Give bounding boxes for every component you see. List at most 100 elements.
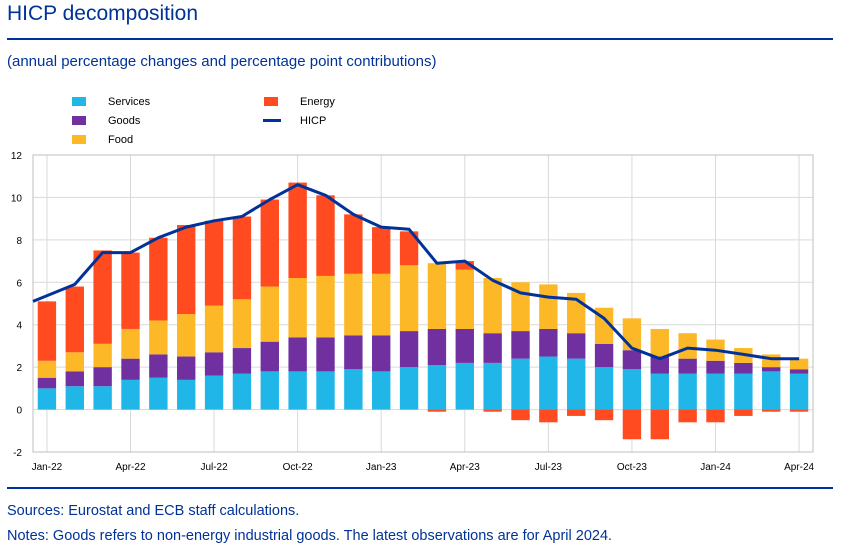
legend-label-food: Food <box>108 134 134 146</box>
bar-food-Feb-22 <box>65 352 84 372</box>
bar-food-May-22 <box>149 320 168 355</box>
bar-goods-Mar-23 <box>427 328 447 366</box>
bar-services-Sep-23 <box>594 367 614 410</box>
footer-divider <box>7 487 833 489</box>
sources-note: Sources: Eurostat and ECB staff calculat… <box>7 503 300 519</box>
x-tick-label: Apr-24 <box>784 462 814 473</box>
bar-services-Jan-23 <box>372 371 391 410</box>
bar-goods-Jun-22 <box>177 356 196 380</box>
bar-services-Jun-23 <box>511 358 530 410</box>
bar-energy-Sep-22 <box>260 199 279 287</box>
y-tick-label: 10 <box>11 193 23 204</box>
bar-food-Mar-22 <box>93 343 112 368</box>
bar-energy-Mar-22 <box>93 250 112 344</box>
chart-subtitle: (annual percentage changes and percentag… <box>7 53 437 70</box>
bar-services-Mar-22 <box>93 386 112 410</box>
y-tick-label: 12 <box>11 151 23 162</box>
bar-energy-Dec-22 <box>344 214 363 274</box>
bar-energy-Jan-23 <box>372 227 391 274</box>
bar-energy-Jun-22 <box>177 225 196 315</box>
bar-energy-Mar-23 <box>427 409 447 412</box>
bar-goods-May-23 <box>483 333 502 363</box>
bar-energy-Oct-22 <box>288 182 307 279</box>
bar-services-Feb-22 <box>65 386 84 410</box>
bar-food-Jan-22 <box>37 360 57 378</box>
bar-goods-Aug-23 <box>567 333 586 359</box>
bar-food-Jun-22 <box>177 314 196 357</box>
bar-food-Jul-22 <box>204 305 224 353</box>
bar-services-Aug-22 <box>232 373 252 410</box>
bar-services-Jan-24 <box>706 373 725 410</box>
bar-services-Oct-23 <box>622 369 642 410</box>
legend-swatch-goods <box>72 116 86 125</box>
bar-services-Nov-22 <box>316 371 335 410</box>
bar-goods-Nov-23 <box>650 356 669 374</box>
bar-energy-Jul-23 <box>539 409 558 423</box>
bar-services-Jul-23 <box>539 356 558 410</box>
bar-energy-Feb-23 <box>399 231 419 266</box>
bar-energy-May-22 <box>149 237 168 321</box>
x-tick-label: Jul-22 <box>200 462 228 473</box>
legend-swatch-energy <box>264 97 278 106</box>
bar-services-Feb-24 <box>734 373 753 410</box>
bar-services-Dec-23 <box>678 373 697 410</box>
bar-energy-Mar-24 <box>762 409 781 412</box>
bar-goods-Jul-22 <box>204 352 224 376</box>
bar-services-Feb-23 <box>399 367 419 410</box>
bar-energy-Nov-22 <box>316 195 335 276</box>
x-tick-label: Jan-22 <box>32 462 63 473</box>
y-tick-label: 0 <box>16 406 22 417</box>
bar-goods-Feb-23 <box>399 331 419 368</box>
bar-energy-Apr-22 <box>121 252 140 329</box>
x-tick-label: Jul-23 <box>535 462 563 473</box>
x-tick-label: Apr-23 <box>450 462 480 473</box>
bar-food-Sep-22 <box>260 286 279 342</box>
bar-goods-Dec-22 <box>344 335 363 370</box>
bar-food-Jan-23 <box>372 273 391 336</box>
bar-food-Jul-23 <box>539 284 558 329</box>
bar-goods-Apr-24 <box>789 369 809 374</box>
bar-services-Jul-22 <box>204 375 224 410</box>
bar-goods-Jan-23 <box>372 335 391 372</box>
bar-goods-Apr-22 <box>121 358 140 380</box>
bar-food-Nov-23 <box>650 328 669 357</box>
bar-services-Aug-23 <box>567 358 586 410</box>
legend-line-hicp <box>263 119 281 122</box>
x-tick-label: Jan-24 <box>700 462 731 473</box>
bar-food-Oct-22 <box>288 278 307 338</box>
bar-energy-Sep-23 <box>594 409 614 421</box>
bar-energy-Jun-23 <box>511 409 530 421</box>
bar-services-May-22 <box>149 377 168 410</box>
legend-swatch-food <box>72 135 86 144</box>
bar-goods-Apr-23 <box>455 328 474 363</box>
bar-energy-Feb-24 <box>734 409 753 416</box>
bar-services-Apr-24 <box>789 373 809 410</box>
bar-energy-Jul-22 <box>204 220 224 306</box>
bar-goods-Mar-24 <box>762 367 781 372</box>
bar-goods-Jan-22 <box>37 377 57 389</box>
bar-energy-Jan-22 <box>37 301 57 361</box>
bar-services-May-23 <box>483 362 502 410</box>
bar-food-Nov-22 <box>316 275 335 338</box>
legend-label-goods: Goods <box>108 115 141 127</box>
bar-services-Jun-22 <box>177 379 196 410</box>
bar-energy-Jan-24 <box>706 409 725 423</box>
bar-food-Oct-23 <box>622 318 642 351</box>
bar-goods-Dec-23 <box>678 358 697 374</box>
bar-services-Apr-23 <box>455 362 474 410</box>
bar-services-Nov-23 <box>650 373 669 410</box>
bar-energy-Dec-23 <box>678 409 697 423</box>
bar-energy-Aug-22 <box>232 216 252 300</box>
bar-goods-May-22 <box>149 354 168 378</box>
bar-food-Dec-22 <box>344 273 363 336</box>
bar-food-Apr-22 <box>121 328 140 359</box>
y-tick-label: 8 <box>16 236 22 247</box>
bar-food-Dec-23 <box>678 333 697 359</box>
bar-energy-Apr-24 <box>789 409 809 412</box>
bar-goods-Aug-22 <box>232 348 252 374</box>
bar-services-Jan-22 <box>37 388 57 410</box>
bar-goods-Nov-22 <box>316 337 335 372</box>
bar-goods-Feb-24 <box>734 362 753 374</box>
bar-services-Mar-23 <box>427 365 447 410</box>
